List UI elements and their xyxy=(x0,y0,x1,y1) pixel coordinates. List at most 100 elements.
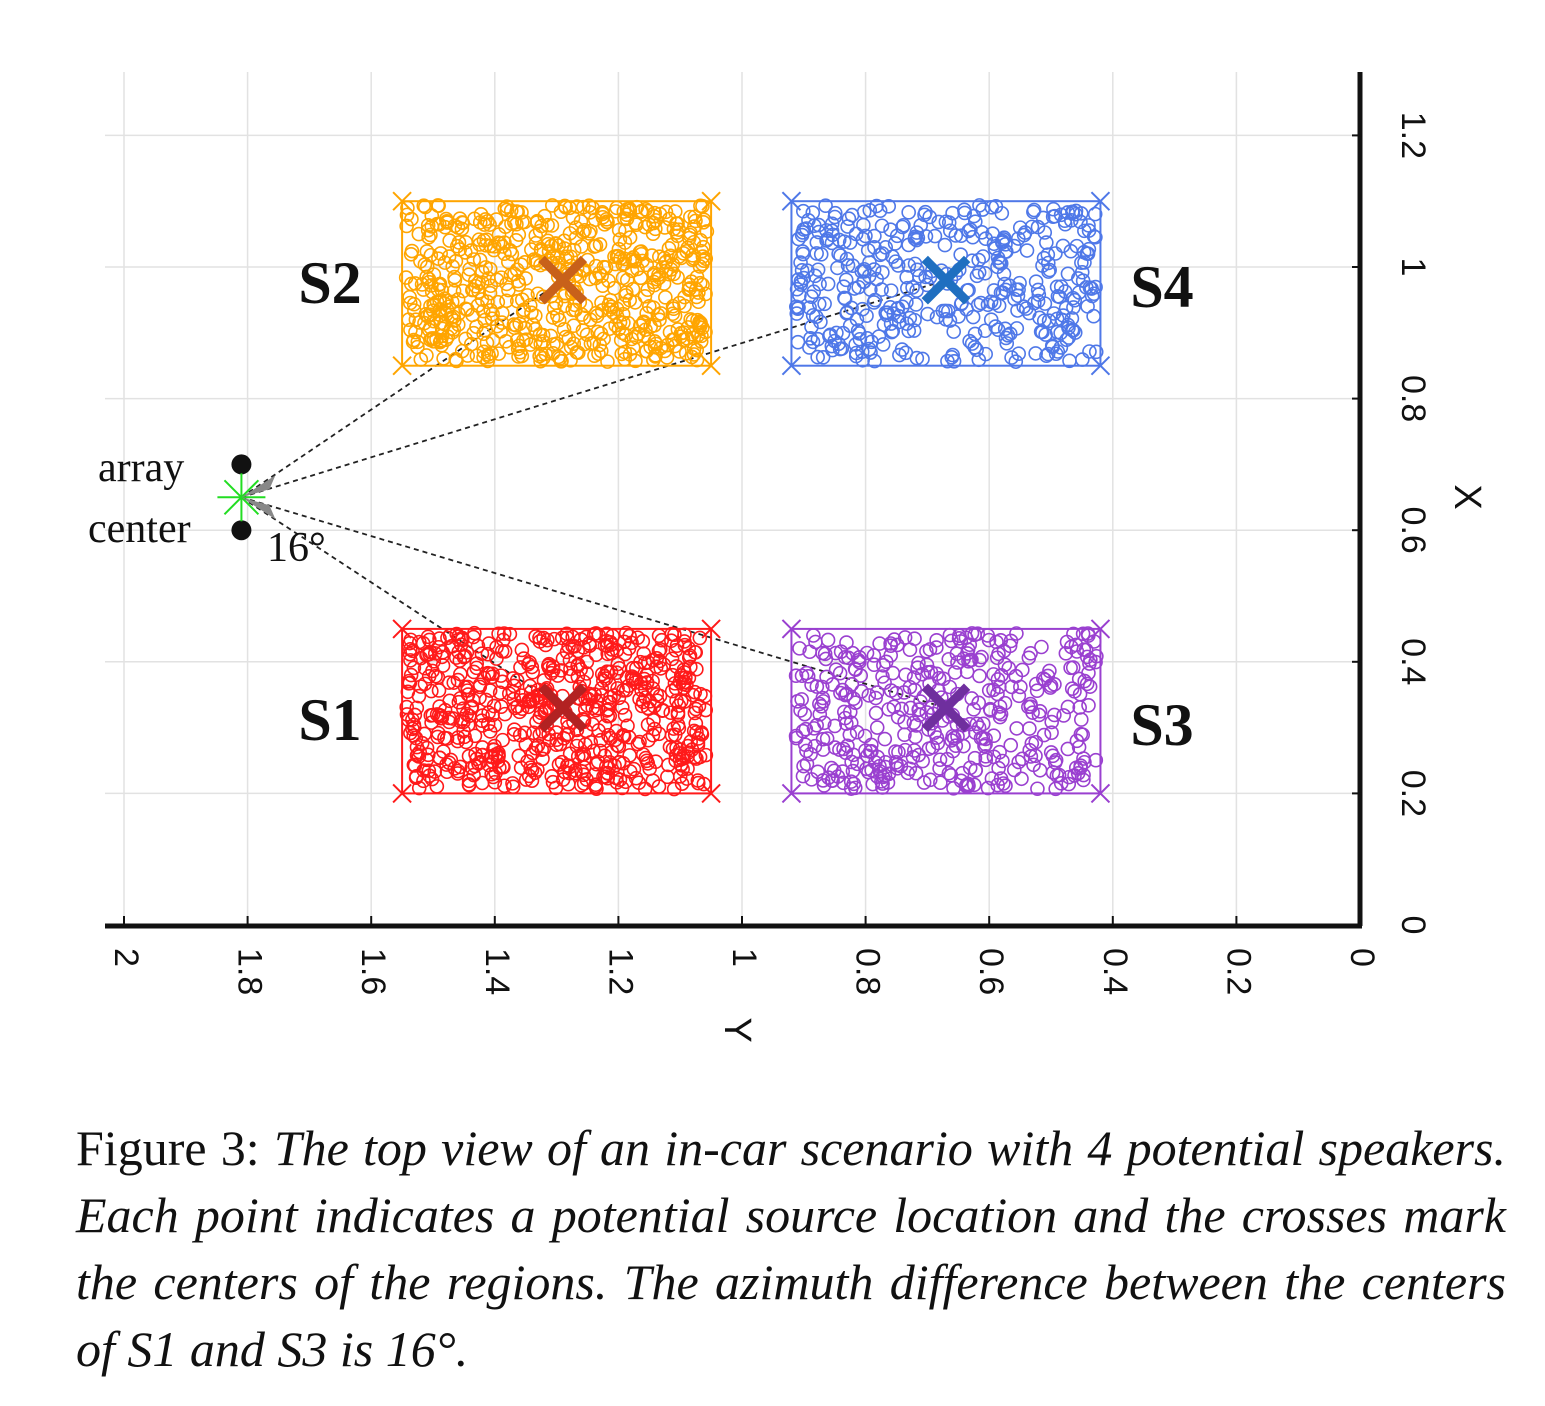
source-point xyxy=(802,340,817,355)
source-point xyxy=(797,706,813,722)
region-s1 xyxy=(392,619,721,804)
caption-prefix: Figure 3: xyxy=(76,1120,274,1176)
source-point xyxy=(649,693,665,708)
region-label-s3: S3 xyxy=(1130,692,1193,758)
source-point xyxy=(452,759,468,775)
source-point xyxy=(635,694,651,710)
source-point xyxy=(620,718,635,734)
source-point xyxy=(908,297,924,312)
region-boundary xyxy=(790,627,1102,795)
source-point xyxy=(872,203,888,218)
source-point xyxy=(557,298,573,314)
source-point xyxy=(456,701,471,716)
source-point xyxy=(447,761,462,776)
source-point xyxy=(411,634,427,650)
source-point xyxy=(424,683,439,699)
source-point xyxy=(410,339,425,355)
source-point xyxy=(1048,781,1063,797)
source-point xyxy=(488,212,504,227)
x-tick-label: 0.2 xyxy=(1219,948,1257,995)
source-point xyxy=(939,751,955,767)
azimuth-line-s3 xyxy=(241,496,947,709)
x-tick-label: 0.6 xyxy=(972,948,1010,995)
source-point xyxy=(432,631,447,646)
source-point xyxy=(579,666,594,681)
x-tick-label: 1.8 xyxy=(231,948,269,995)
source-point xyxy=(649,650,665,666)
x-tick-label: 0.4 xyxy=(1096,948,1134,995)
source-point xyxy=(1028,734,1044,750)
source-point xyxy=(1050,288,1066,304)
source-point xyxy=(646,712,661,728)
source-point xyxy=(817,296,832,312)
source-point xyxy=(988,199,1004,214)
source-point xyxy=(1048,346,1064,362)
source-point xyxy=(403,653,418,668)
source-point xyxy=(445,711,461,726)
source-point xyxy=(458,235,474,250)
source-point xyxy=(978,231,993,247)
source-point xyxy=(953,228,969,244)
source-point xyxy=(978,346,993,362)
source-point xyxy=(922,772,938,788)
source-point xyxy=(936,671,951,687)
source-point xyxy=(693,315,708,331)
source-point xyxy=(663,262,679,277)
source-point xyxy=(667,308,683,324)
source-point xyxy=(677,298,692,314)
source-point xyxy=(950,729,965,744)
source-point xyxy=(789,306,805,321)
source-point xyxy=(851,279,866,295)
source-point xyxy=(1069,733,1085,749)
source-point xyxy=(1058,646,1074,661)
source-point xyxy=(403,641,418,657)
source-point xyxy=(688,282,704,297)
source-point xyxy=(514,348,530,364)
source-point xyxy=(951,631,967,646)
source-point xyxy=(594,295,609,310)
source-point xyxy=(937,237,953,253)
source-point xyxy=(1041,264,1056,279)
source-point xyxy=(536,630,551,646)
y-tick-label: 0.6 xyxy=(1394,507,1432,554)
source-point xyxy=(882,299,898,315)
source-point xyxy=(649,659,664,674)
source-point xyxy=(993,633,1009,648)
center-cross-s4 xyxy=(921,255,971,305)
source-point xyxy=(549,336,565,352)
source-point xyxy=(788,668,804,683)
source-point xyxy=(423,708,439,723)
source-point xyxy=(944,633,959,649)
source-point xyxy=(622,203,638,219)
source-point xyxy=(525,664,540,680)
source-point xyxy=(1011,754,1026,770)
source-point xyxy=(1028,676,1044,692)
corner-marker xyxy=(701,355,721,376)
source-point xyxy=(565,210,581,226)
source-point xyxy=(505,776,520,791)
source-point xyxy=(514,205,529,220)
source-point xyxy=(407,707,423,723)
source-point xyxy=(615,306,631,322)
y-tick-label: 0.2 xyxy=(1394,770,1432,817)
source-point xyxy=(400,684,416,700)
source-point xyxy=(435,658,451,673)
source-point xyxy=(539,700,554,716)
source-point xyxy=(615,728,631,743)
source-point xyxy=(628,770,644,786)
source-point xyxy=(460,679,475,695)
source-point xyxy=(411,226,427,242)
source-point xyxy=(1066,300,1081,315)
source-point xyxy=(1028,346,1043,361)
source-point xyxy=(446,322,462,337)
source-point xyxy=(1009,282,1024,297)
source-point xyxy=(810,349,825,365)
source-point xyxy=(789,730,804,746)
source-point xyxy=(525,745,541,761)
source-point xyxy=(694,243,709,259)
source-point xyxy=(469,656,485,671)
y-tick-label: 1 xyxy=(1394,258,1432,277)
source-point xyxy=(1038,327,1053,342)
source-point xyxy=(635,253,650,269)
source-point xyxy=(974,649,989,665)
